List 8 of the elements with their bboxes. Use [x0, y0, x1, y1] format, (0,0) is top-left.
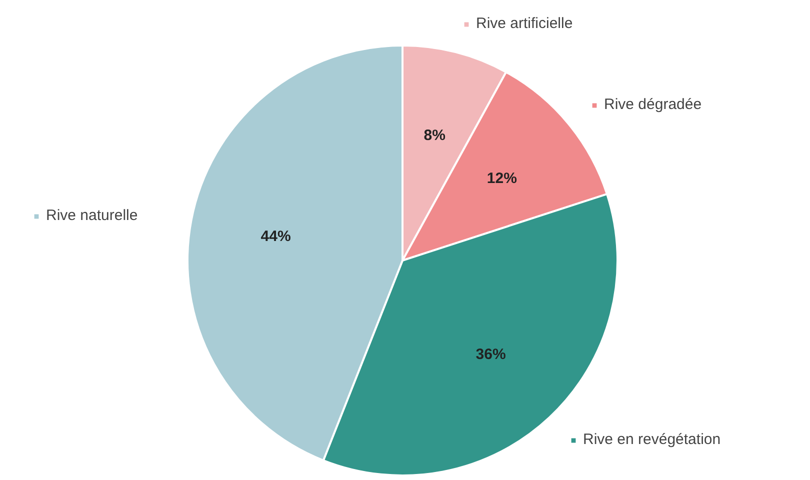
data-label: 44% [260, 228, 291, 245]
data-label: 8% [424, 127, 446, 144]
data-label: 12% [486, 170, 517, 187]
legend-label: Rive artificielle [476, 15, 573, 32]
data-label: 36% [476, 346, 506, 364]
legend-label: Rive dégradée [604, 96, 702, 113]
legend-label: Rive naturelle [46, 207, 138, 224]
legend-label: Rive en revégétation [583, 431, 721, 448]
